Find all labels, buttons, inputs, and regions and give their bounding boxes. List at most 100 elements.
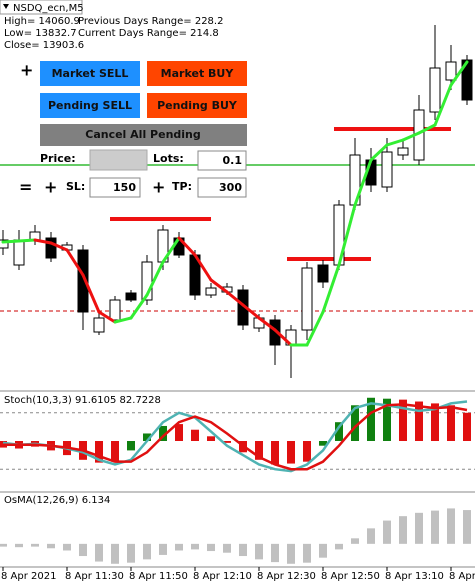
button-label[interactable]: Market SELL bbox=[52, 67, 129, 80]
ma-segment bbox=[1, 239, 21, 244]
osma-bar bbox=[159, 543, 167, 555]
ma-segment bbox=[433, 83, 453, 127]
osma-bar bbox=[255, 543, 263, 560]
ma-segment bbox=[33, 238, 53, 245]
time-label: 8 Apr 11:50 bbox=[129, 571, 188, 582]
candle-body bbox=[45, 237, 57, 259]
plus-sign[interactable]: + bbox=[44, 178, 57, 197]
time-label: 8 Apr 12:50 bbox=[321, 571, 380, 582]
day-close: Close= 13903.6 bbox=[4, 40, 84, 51]
price-label: Price: bbox=[40, 152, 76, 165]
ma-segment bbox=[385, 138, 405, 147]
osma-bar bbox=[367, 528, 375, 544]
stoch-bar bbox=[415, 401, 423, 441]
candle-body bbox=[381, 151, 393, 188]
candle-body bbox=[269, 319, 281, 346]
ma-segment bbox=[49, 241, 69, 252]
osma-bar bbox=[31, 543, 39, 547]
time-label: 8 Apr 12:30 bbox=[257, 571, 316, 582]
day-low: Low= 13832.7 bbox=[4, 28, 77, 39]
lots-label: Lots: bbox=[153, 152, 184, 165]
osma-bar bbox=[191, 543, 199, 550]
lots-value[interactable]: 0.1 bbox=[223, 154, 243, 167]
osma-bar bbox=[399, 516, 407, 544]
price-input[interactable] bbox=[89, 149, 148, 171]
osma-bar bbox=[287, 543, 295, 564]
stoch-bar bbox=[431, 403, 439, 441]
stoch-bar bbox=[319, 441, 327, 446]
cancel-all-button[interactable] bbox=[40, 124, 247, 146]
time-label: 8 Apr 2021 bbox=[1, 571, 56, 582]
ma-segment bbox=[17, 238, 37, 243]
sl-label: SL: bbox=[66, 180, 85, 193]
time-label: 8 Apr 11:30 bbox=[65, 571, 124, 582]
time-label: 8 Apr 13:10 bbox=[385, 571, 444, 582]
tp-label: TP: bbox=[172, 180, 192, 193]
market-buy-button[interactable] bbox=[147, 61, 247, 86]
sl-input[interactable] bbox=[89, 177, 141, 198]
button-label[interactable]: Pending BUY bbox=[157, 99, 238, 112]
ma-segment bbox=[401, 131, 421, 142]
ma-segment bbox=[369, 143, 389, 162]
stoch-bar bbox=[287, 441, 295, 464]
pending-buy-button[interactable] bbox=[147, 93, 247, 118]
current-range: Current Days Range= 214.8 bbox=[78, 28, 219, 39]
stoch-bar bbox=[463, 412, 471, 441]
button-label[interactable]: Pending SELL bbox=[48, 99, 132, 112]
dropdown-arrow[interactable] bbox=[3, 4, 9, 9]
symbol-bar[interactable] bbox=[0, 0, 83, 15]
indicator-title: OsMA(12,26,9) 6.134 bbox=[4, 495, 110, 506]
ma-segment bbox=[273, 328, 293, 347]
time-label: 8 Apr 13:30 bbox=[449, 571, 475, 582]
stoch-bar bbox=[255, 441, 263, 460]
stoch-bar bbox=[95, 441, 103, 463]
candle-body bbox=[461, 59, 473, 101]
candle-body bbox=[429, 67, 441, 113]
lots-input[interactable] bbox=[197, 150, 247, 171]
ma-segment bbox=[321, 263, 341, 314]
osma-bar bbox=[383, 520, 391, 544]
ma-segment bbox=[305, 310, 325, 347]
stoch-bar bbox=[447, 405, 455, 441]
stoch-bar bbox=[191, 429, 199, 441]
previous-range: Previous Days Range= 228.2 bbox=[78, 16, 223, 27]
candle-body bbox=[109, 299, 121, 321]
ma-segment bbox=[145, 260, 165, 297]
tp-value[interactable]: 300 bbox=[219, 181, 242, 194]
equals-sign[interactable]: = bbox=[19, 178, 32, 197]
osma-bar bbox=[127, 543, 135, 563]
candle-body bbox=[445, 61, 457, 81]
candle-body bbox=[141, 261, 153, 301]
plus-sign[interactable]: + bbox=[152, 178, 165, 197]
candle-body bbox=[317, 264, 329, 283]
plus-sign[interactable]: + bbox=[20, 61, 33, 80]
candle-body bbox=[77, 249, 89, 313]
ma-segment bbox=[209, 278, 229, 294]
time-label: 8 Apr 12:10 bbox=[193, 571, 252, 582]
candle-body bbox=[205, 287, 217, 296]
osma-bar bbox=[303, 543, 311, 563]
sl-value[interactable]: 150 bbox=[113, 181, 136, 194]
stoch-bar bbox=[159, 425, 167, 441]
candle-body bbox=[13, 239, 25, 266]
osma-bar bbox=[95, 543, 103, 562]
osma-bar bbox=[223, 543, 231, 553]
indicator-title: Stoch(10,3,3) 91.6105 82.7228 bbox=[4, 395, 161, 406]
osma-bar bbox=[15, 543, 23, 548]
market-sell-button[interactable] bbox=[40, 61, 140, 86]
ma-segment bbox=[353, 158, 373, 207]
osma-bar bbox=[143, 543, 151, 560]
button-label[interactable]: Cancel All Pending bbox=[85, 128, 201, 141]
ma-segment bbox=[417, 123, 437, 135]
button-label[interactable]: Market BUY bbox=[161, 67, 235, 80]
ma-segment bbox=[241, 303, 261, 320]
osma-bar bbox=[79, 543, 87, 557]
stoch-line bbox=[3, 403, 468, 471]
day-high: High= 14060.9 bbox=[4, 16, 80, 27]
stoch-bar bbox=[175, 424, 183, 441]
stoch-bar bbox=[335, 422, 343, 441]
tp-input[interactable] bbox=[197, 177, 247, 198]
osma-bar bbox=[447, 508, 455, 544]
pending-sell-button[interactable] bbox=[40, 93, 140, 118]
